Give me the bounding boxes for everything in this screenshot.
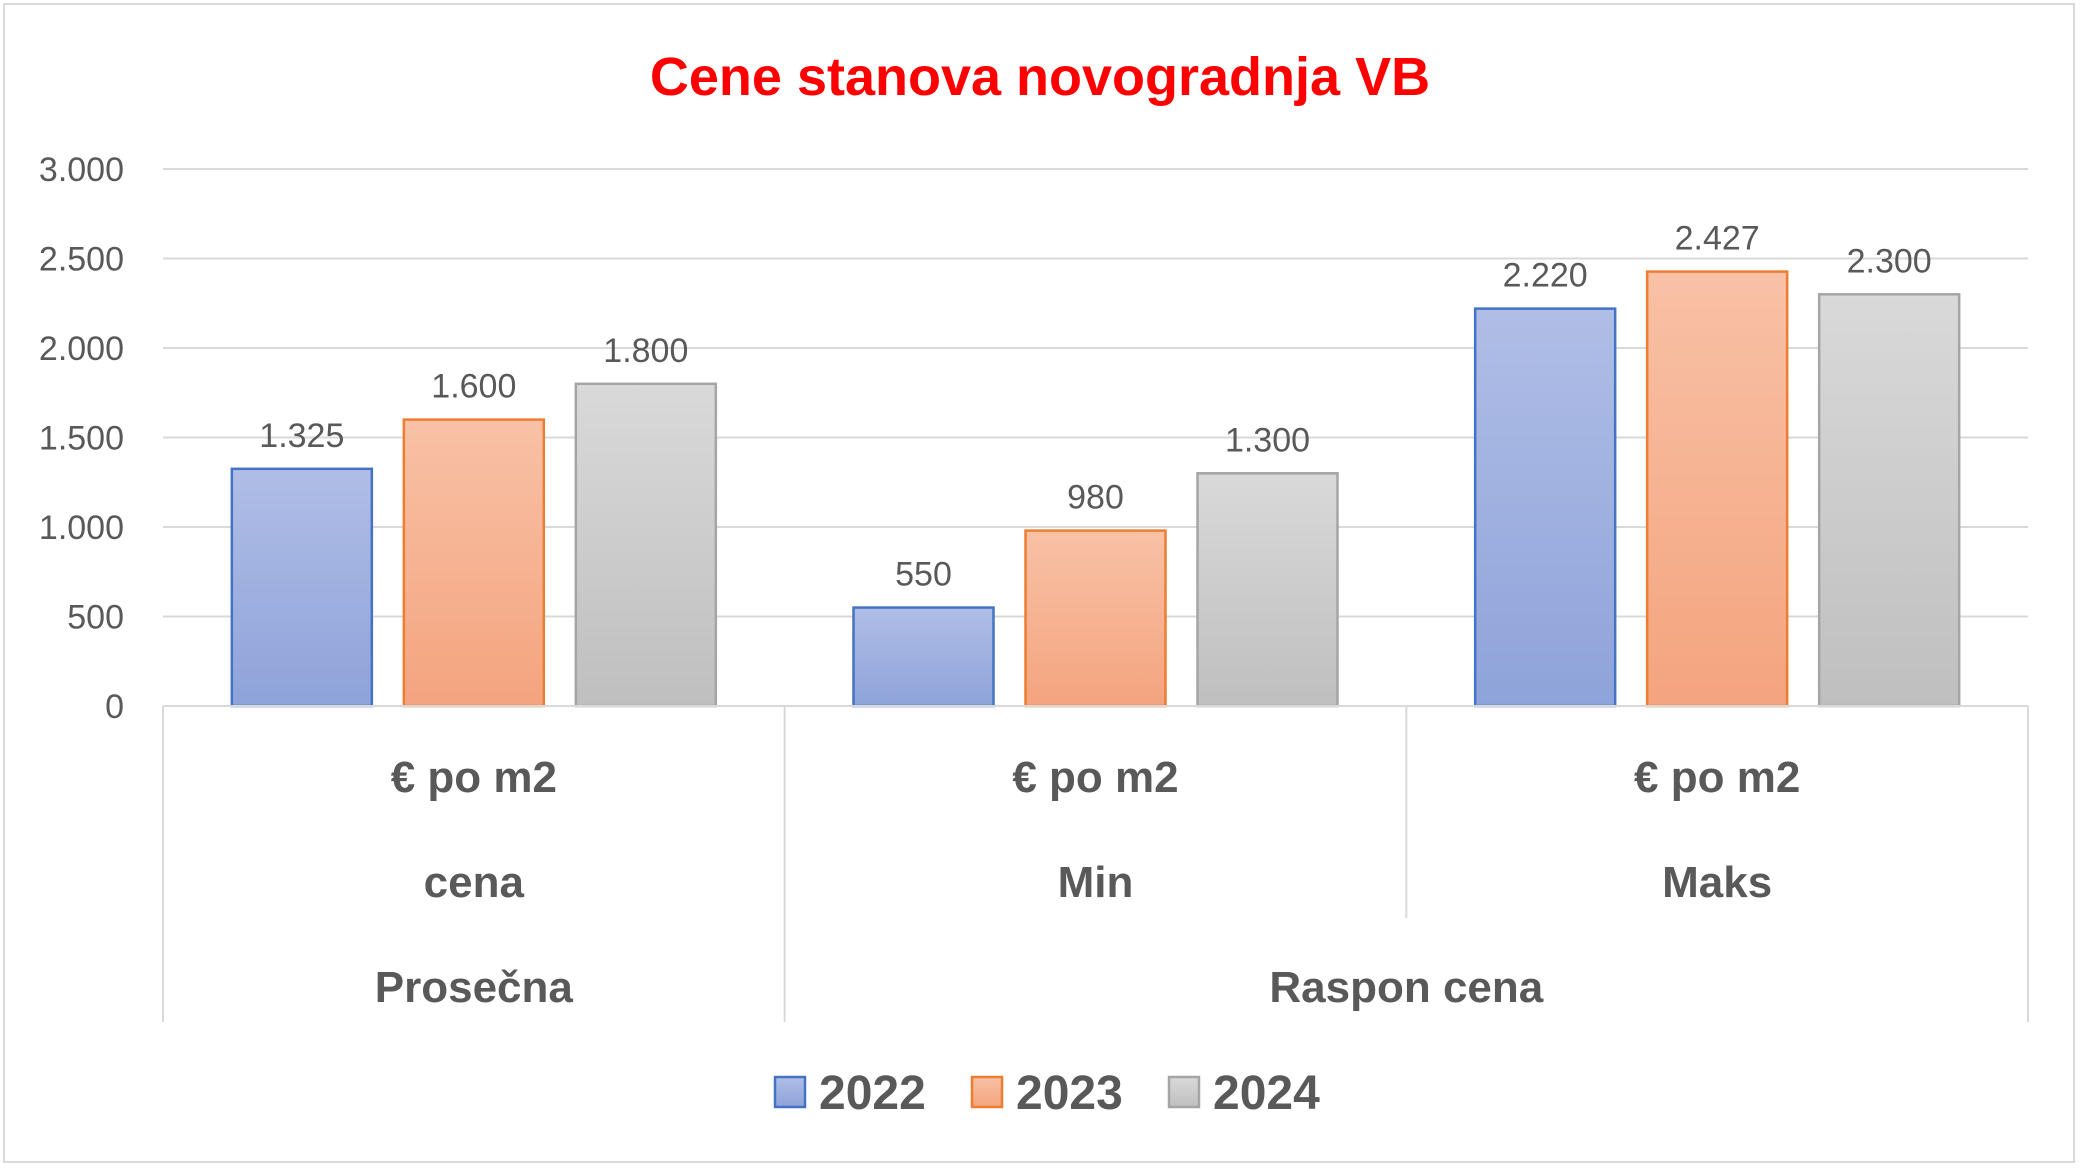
data-label: 1.300 <box>1225 421 1310 459</box>
bar-2024-2 <box>1196 472 1339 708</box>
bar-2023-3 <box>1645 270 1789 708</box>
group-label: Raspon cena <box>1269 963 1543 1012</box>
y-tick-label: 0 <box>105 688 124 726</box>
bar-2022-1 <box>230 467 374 708</box>
category-label: Min <box>1058 858 1134 907</box>
data-labels: 1.325 1.600 1.800 550 980 1.300 2.220 2.427 2.30… <box>259 220 1931 594</box>
bar-2024-1 <box>574 382 718 708</box>
data-label: 2.427 <box>1675 220 1760 258</box>
data-label: 2.300 <box>1847 242 1932 280</box>
legend-swatch-2022 <box>773 1075 807 1109</box>
category-label-unit: € po m2 <box>1012 753 1178 802</box>
bar-2023-2 <box>1024 529 1167 708</box>
bars <box>230 270 1961 708</box>
legend-label-2023: 2023 <box>1016 1067 1123 1120</box>
data-label: 2.220 <box>1503 257 1588 295</box>
legend-swatch-2023 <box>970 1075 1004 1109</box>
bar-2024-3 <box>1817 293 1961 708</box>
category-label-unit: € po m2 <box>1634 753 1800 802</box>
category-label: cena <box>424 858 525 907</box>
x-axis: € po m2 cena € po m2 Min € po m2 Maks Prosečna… <box>162 705 2029 1022</box>
data-label: 550 <box>895 556 952 594</box>
data-label: 1.800 <box>603 332 688 370</box>
data-label: 980 <box>1067 479 1124 517</box>
legend: 2022 2023 2024 <box>773 1067 1320 1120</box>
chart-title: Cene stanova novogradnja VB <box>650 47 1430 107</box>
legend-swatch-2024 <box>1167 1075 1201 1109</box>
category-label-unit: € po m2 <box>391 753 557 802</box>
bar-2022-3 <box>1473 307 1617 708</box>
y-tick-label: 1.000 <box>39 509 124 547</box>
y-tick-label: 500 <box>67 599 124 637</box>
bar-2022-2 <box>852 606 995 708</box>
legend-label-2022: 2022 <box>819 1067 926 1120</box>
y-tick-label: 3.000 <box>39 151 124 189</box>
y-tick-label: 2.500 <box>39 241 124 279</box>
y-axis: 0 500 1.000 1.500 2.000 2.500 3.000 <box>39 151 124 726</box>
bar-2023-1 <box>402 418 546 708</box>
group-label: Prosečna <box>375 963 574 1012</box>
y-tick-label: 2.000 <box>39 330 124 368</box>
category-label: Maks <box>1662 858 1772 907</box>
data-label: 1.325 <box>259 417 344 455</box>
y-tick-label: 1.500 <box>39 420 124 458</box>
legend-label-2024: 2024 <box>1213 1067 1320 1120</box>
data-label: 1.600 <box>431 368 516 406</box>
